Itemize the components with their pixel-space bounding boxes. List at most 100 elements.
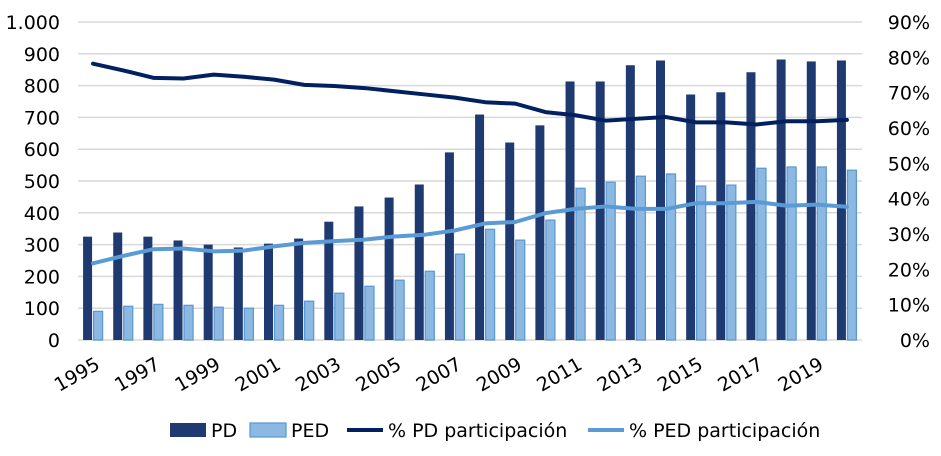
bar-ped-2005 <box>394 279 405 341</box>
bar-pd-2020 <box>836 60 846 341</box>
legend-label: % PED participación <box>629 420 820 442</box>
bar-ped-2015 <box>696 185 707 341</box>
y-left-tick-label: 500 <box>24 171 60 193</box>
y-left-tick-label: 900 <box>24 44 60 66</box>
bar-pd-2010 <box>535 125 545 340</box>
x-tick-label: 2017 <box>714 353 767 396</box>
left-axis: 0 100 200 300 400 500 600 700 800 900 1.000 <box>6 12 60 352</box>
legend: PD PED % PD participación % PED participaci… <box>170 420 820 442</box>
y-right-tick-label: 40% <box>888 189 930 211</box>
bar-pd-2012 <box>595 81 605 340</box>
bar-pd-2007 <box>444 152 454 340</box>
y-right-tick-label: 0% <box>900 330 930 352</box>
bar-pd-1998 <box>173 240 183 340</box>
bar-pd-1997 <box>143 236 153 340</box>
bar-pd-2016 <box>716 92 726 340</box>
legend-swatch-PD <box>170 423 206 437</box>
x-tick-label: 2005 <box>352 353 405 396</box>
bar-pd-2013 <box>625 65 635 341</box>
x-tick-label: 2001 <box>232 353 285 396</box>
bar-pd-2017 <box>746 72 756 340</box>
y-right-tick-label: 60% <box>888 118 930 140</box>
legend-swatch-PED <box>249 422 287 438</box>
bar-pd-2009 <box>505 142 515 340</box>
bar-pd-2002 <box>294 238 304 340</box>
line-pd-participacion <box>91 61 849 127</box>
bar-pd-2008 <box>475 114 485 341</box>
x-tick-label: 2009 <box>473 353 526 396</box>
y-left-tick-label: 400 <box>24 203 60 225</box>
bar-ped-2012 <box>605 181 616 341</box>
bar-pd-2003 <box>324 221 334 340</box>
bar-ped-2002 <box>304 300 315 341</box>
y-right-tick-label: 90% <box>888 12 930 34</box>
bar-ped-1995 <box>92 310 104 341</box>
y-right-tick-label: 20% <box>888 259 930 281</box>
bar-ped-2009 <box>515 239 526 341</box>
bar-pd-2000 <box>233 247 243 340</box>
bar-ped-1996 <box>123 305 134 341</box>
bar-pd-2005 <box>384 197 394 340</box>
bar-pd-2018 <box>776 59 786 341</box>
bar-pd-2004 <box>354 206 364 340</box>
bar-ped-2010 <box>545 219 556 341</box>
bar-pd-2001 <box>264 243 273 340</box>
line-ped-participacion <box>91 199 849 266</box>
gridlines <box>78 21 862 341</box>
bar-pd-1996 <box>113 232 123 340</box>
y-left-tick-label: 200 <box>24 266 60 288</box>
bar-ped-2007 <box>454 253 466 341</box>
bar-ped-2006 <box>424 270 435 341</box>
bar-ped-1999 <box>213 306 224 341</box>
x-tick-label: 1997 <box>111 353 164 396</box>
bar-pd-1999 <box>203 244 213 340</box>
legend-label: % PD participación <box>388 420 567 442</box>
legend-label: PD <box>211 420 237 442</box>
bar-ped-2019 <box>816 166 827 341</box>
y-right-tick-label: 80% <box>888 47 930 69</box>
y-left-tick-label: 1.000 <box>6 12 60 34</box>
x-tick-label: 1999 <box>171 353 224 396</box>
x-tick-label: 2019 <box>774 353 827 396</box>
bar-ped-2017 <box>756 167 767 341</box>
y-right-tick-label: 30% <box>888 224 930 246</box>
bar-ped-2018 <box>786 166 797 341</box>
bar-ped-2020 <box>846 169 858 341</box>
bar-ped-2013 <box>635 175 646 341</box>
y-left-tick-label: 100 <box>24 298 60 320</box>
y-right-tick-label: 50% <box>888 153 930 175</box>
y-left-tick-label: 0 <box>48 330 60 352</box>
bar-ped-2000 <box>243 307 254 341</box>
y-left-tick-label: 700 <box>24 107 60 129</box>
x-axis: 1995 1997 1999 2001 2003 2005 2007 2009 2011 2013… <box>51 353 828 396</box>
x-tick-label: 2015 <box>654 353 707 396</box>
bar-ped-2008 <box>484 228 496 341</box>
x-tick-label: 2007 <box>413 353 466 396</box>
x-tick-label: 2011 <box>533 353 586 396</box>
y-left-tick-label: 300 <box>24 235 60 257</box>
bar-ped-2011 <box>575 187 586 341</box>
bar-pd-1995 <box>83 236 93 340</box>
bar-ped-2004 <box>364 285 375 341</box>
bar-ped-1997 <box>153 303 164 341</box>
y-left-tick-label: 800 <box>24 76 60 98</box>
y-left-tick-label: 600 <box>24 139 60 161</box>
bar-pd-2014 <box>656 60 665 341</box>
x-tick-label: 2013 <box>593 353 646 396</box>
lines <box>91 61 849 266</box>
y-right-tick-label: 70% <box>888 83 930 105</box>
bar-ped-2014 <box>665 173 677 341</box>
bars <box>83 59 858 341</box>
bar-ped-2016 <box>726 184 737 341</box>
x-tick-label: 2003 <box>292 353 345 396</box>
bar-ped-1998 <box>183 304 194 341</box>
bar-ped-2001 <box>273 304 285 341</box>
right-axis: 0% 10% 20% 30% 40% 50% 60% 70% 80% 90% <box>888 12 930 352</box>
x-tick-label: 1995 <box>51 353 104 396</box>
y-right-tick-label: 10% <box>888 295 930 317</box>
legend-label: PED <box>291 420 329 442</box>
bar-pd-2019 <box>806 61 816 340</box>
bar-ped-2003 <box>334 292 345 341</box>
bar-pd-2015 <box>686 94 696 340</box>
